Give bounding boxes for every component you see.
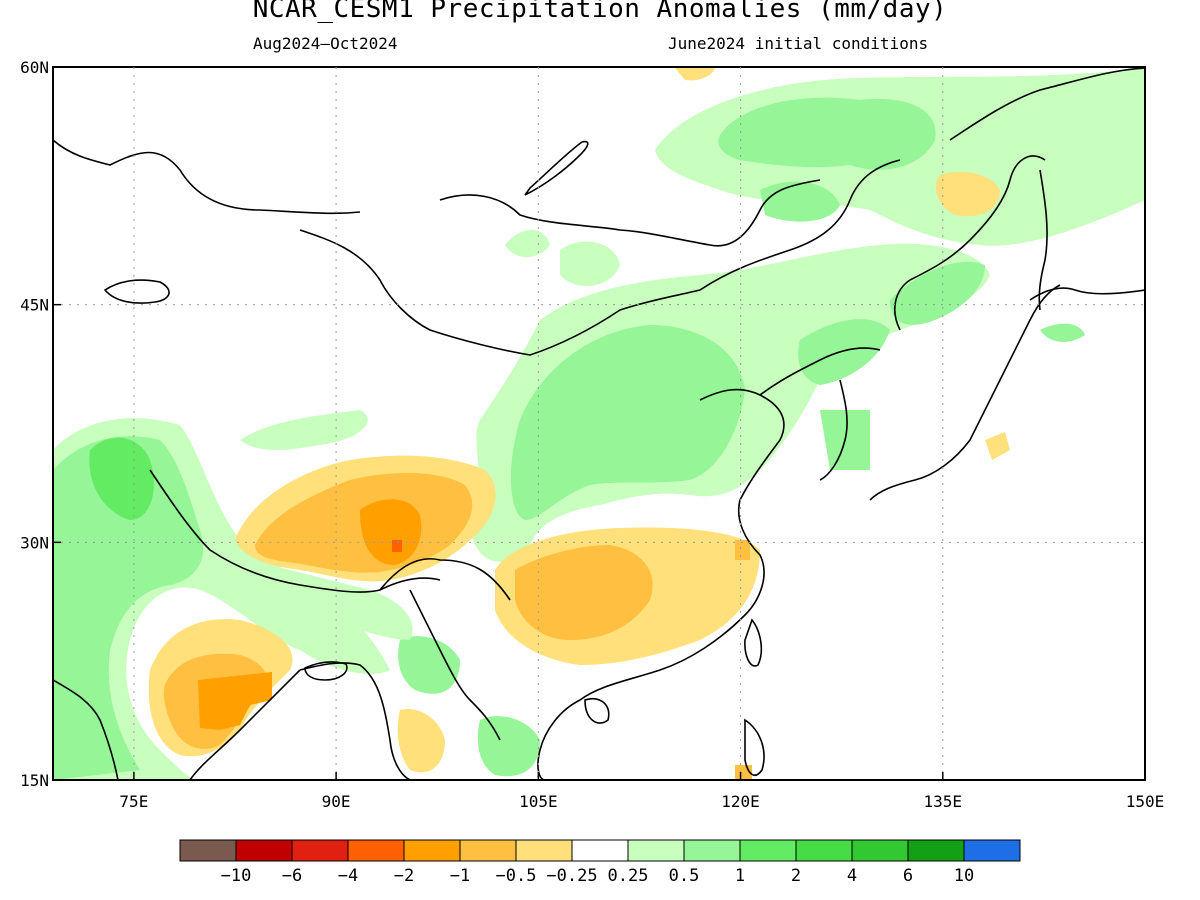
lat-tick-label: 60N: [20, 58, 49, 77]
colorbar-swatch: [851, 839, 909, 862]
border-tibet: [379, 558, 511, 601]
colorbar-swatch: [739, 839, 797, 862]
coastline-japan: [869, 284, 1061, 501]
wet-anomaly-tarim: [240, 410, 368, 450]
coastline-hokkaido: [1029, 287, 1145, 301]
colorbar-label: 2: [791, 866, 801, 886]
colorbar-label: 1: [735, 866, 745, 886]
coastline-bohai: [759, 347, 881, 396]
colorbar-swatch: [907, 839, 965, 862]
coastline-bay-bengal: [299, 662, 411, 780]
lon-tick-label: 120E: [721, 792, 760, 811]
colorbar-label: −10: [221, 866, 252, 886]
dry-anomaly-myanmar: [397, 709, 445, 773]
wet-anomaly-mongolia-2: [560, 241, 620, 287]
wet-anomaly-north-core: [718, 97, 936, 170]
colorbar-label: −4: [338, 866, 358, 886]
colorbar-swatch: [683, 839, 741, 862]
coastline-indochina: [537, 699, 581, 780]
wet-anomaly-korea: [890, 261, 985, 325]
forecast-period: Aug2024–Oct2024: [253, 34, 398, 53]
colorbar-label: −1: [450, 866, 470, 886]
colorbar-swatch: [291, 839, 349, 862]
colorbar-swatch: [515, 839, 573, 862]
coastline-taiwan: [744, 618, 763, 667]
colorbar-label: 10: [954, 866, 974, 886]
dry-anomaly-tibet-strong: [360, 499, 422, 565]
lat-tick-label: 15N: [20, 771, 49, 790]
colorbar-swatch: [235, 839, 293, 862]
coastline-russia: [53, 139, 361, 215]
colorbar-label: 4: [847, 866, 857, 886]
dry-anomaly-north: [675, 68, 715, 81]
wet-anomaly-mongolia: [505, 230, 550, 258]
coastline-china-east: [579, 388, 785, 701]
colorbar-label: 0.5: [669, 866, 700, 886]
coastline-baikal: [524, 140, 589, 196]
colorbar-swatch: [403, 839, 461, 862]
colorbar-swatch: [571, 839, 629, 862]
dry-anomaly-india-strong: [198, 672, 272, 730]
map-title: NCAR_CESM1 Precipitation Anomalies (mm/d…: [252, 0, 948, 24]
lat-tick-label: 45N: [20, 296, 49, 315]
lon-tick-label: 105E: [519, 792, 558, 811]
dry-anomaly-japan: [985, 432, 1010, 460]
lat-tick-label: 30N: [20, 533, 49, 552]
wet-anomaly-himalaya: [249, 560, 413, 640]
coastlines: [53, 67, 1145, 780]
lon-tick-label: 135E: [924, 792, 963, 811]
border-myanmar: [409, 589, 501, 741]
colorbar-swatch: [347, 839, 405, 862]
coastline-india-east: [189, 669, 301, 780]
initial-conditions: June2024 initial conditions: [668, 34, 929, 53]
coastline-sakhalin: [1038, 169, 1048, 311]
coastline-india-west: [53, 679, 119, 780]
dry-anomaly-south-china-core: [515, 545, 653, 640]
colorbar-label: −6: [282, 866, 302, 886]
coastline-bangladesh: [304, 661, 348, 681]
gridlines: [53, 67, 1145, 780]
coastline-hainan: [584, 698, 610, 724]
wet-anomaly-east: [798, 319, 890, 385]
anomaly-field: [53, 68, 1145, 780]
lon-tick-label: 90E: [322, 792, 351, 811]
dry-anomaly-tibet-extreme: [392, 540, 402, 552]
wet-anomaly-hokkaido: [1040, 323, 1085, 342]
wet-anomaly-sea: [477, 716, 540, 777]
lon-tick-label: 150E: [1126, 792, 1165, 811]
coastline-korea: [819, 379, 848, 481]
wet-anomaly-pakistan-core: [89, 437, 154, 520]
colorbar-swatch: [179, 839, 237, 862]
colorbar-label: 6: [903, 866, 913, 886]
lon-tick-label: 75E: [119, 792, 148, 811]
colorbar-swatch: [627, 839, 685, 862]
dry-anomaly-coast: [735, 540, 750, 560]
colorbar-swatch: [963, 839, 1021, 862]
dry-anomaly-sakhalin: [935, 171, 1000, 217]
coastline-okhotsk: [949, 67, 1145, 141]
colorbar: −10 −6 −4 −2 −1 −0.5 −0.25 0.25 0.5 1 2 4 6 10: [179, 839, 1021, 886]
colorbar-swatch: [459, 839, 517, 862]
axis-ticks: 75E 90E 105E 120E 135E 150E 60N 45N 30N 15N: [20, 58, 1164, 811]
coastline-philippines: [744, 718, 765, 776]
border-kazakhstan-china: [299, 159, 901, 356]
colorbar-label: −2: [394, 866, 414, 886]
colorbar-swatch: [795, 839, 853, 862]
wet-anomaly-bay-bengal: [398, 636, 460, 694]
colorbar-label: 0.25: [608, 866, 649, 886]
map-frame: [52, 66, 1146, 781]
wet-anomaly-manchuria: [760, 181, 840, 222]
coastline-northeast: [894, 155, 1046, 331]
wet-anomaly-india-core: [53, 436, 204, 780]
border-himalaya: [149, 469, 441, 593]
border-mongolia-north: [439, 179, 821, 247]
colorbar-label: −0.5: [496, 866, 537, 886]
colorbar-label: −0.25: [546, 866, 597, 886]
coastline-caspian-aral: [103, 279, 170, 304]
wet-anomaly-northchina-core: [510, 325, 745, 520]
